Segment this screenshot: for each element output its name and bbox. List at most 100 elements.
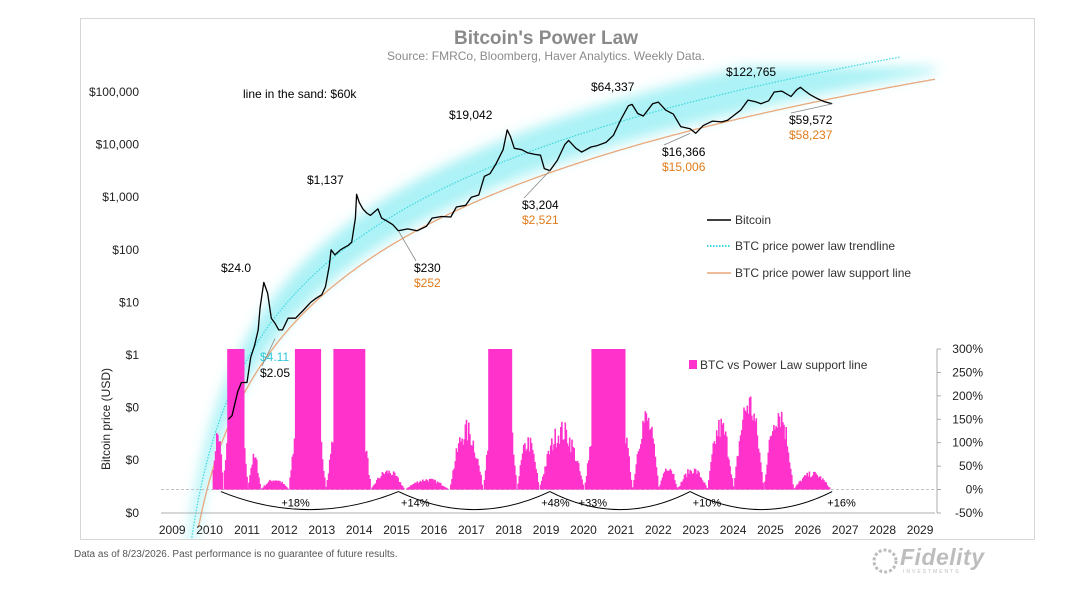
price-annotation: $252	[414, 276, 441, 290]
pct-bar	[818, 476, 821, 490]
pct-bar	[382, 473, 385, 490]
pct-bar	[526, 448, 528, 490]
cycle-pct-label: +14%	[401, 498, 430, 510]
pct-bar	[576, 460, 579, 490]
pct-bar	[512, 454, 515, 490]
pct-bar	[278, 480, 280, 490]
pct-bar	[252, 453, 255, 490]
pct-bar	[324, 477, 326, 490]
pct-bar	[342, 349, 344, 490]
pct-bar	[770, 435, 773, 490]
pct-bar	[621, 349, 624, 490]
pct-bar	[778, 416, 781, 490]
pct-bar	[248, 482, 250, 490]
pct-bar	[521, 453, 524, 490]
pct-bar	[423, 481, 425, 490]
price-annotation: $24.0	[221, 261, 251, 275]
pct-bar	[709, 470, 711, 490]
pct-bar	[281, 481, 283, 490]
pct-bar	[602, 349, 605, 490]
pct-bar	[415, 483, 417, 490]
pct-bar	[568, 437, 571, 490]
pct-bar	[720, 418, 722, 490]
pct-bar	[500, 349, 503, 490]
pct-bar	[731, 478, 734, 490]
pct-bar	[337, 349, 340, 490]
pct-bar	[459, 437, 461, 490]
pct-bar	[289, 477, 291, 490]
pct-bar	[797, 483, 799, 490]
x-tick-label: 2028	[869, 523, 896, 537]
x-tick-label: 2026	[795, 523, 822, 537]
pct-bar	[766, 464, 768, 490]
y-tick-label: $1	[126, 348, 140, 362]
pct-bar	[492, 349, 495, 490]
pct-bar	[362, 349, 365, 490]
pct-bar	[524, 443, 526, 490]
pct-bar	[826, 485, 829, 490]
legend-support-label: BTC price power law support line	[735, 266, 911, 280]
pct-bar	[828, 487, 831, 490]
pct-bar	[678, 486, 680, 490]
pct-bar	[553, 444, 555, 490]
pct-bar	[787, 452, 790, 490]
y-tick-label: $100	[112, 243, 139, 257]
pct-bar	[300, 349, 303, 490]
pct-bar	[680, 482, 682, 490]
pct-bar	[488, 349, 490, 490]
pct-bar	[454, 461, 457, 490]
pct-bar	[389, 473, 392, 490]
pct-bar	[722, 422, 725, 490]
pct-bar	[594, 349, 597, 490]
pct-bar	[691, 474, 694, 490]
pct-bar	[216, 433, 218, 490]
pct-bar	[772, 431, 774, 490]
pct-bar	[455, 448, 458, 490]
pct-bar	[660, 480, 663, 490]
pct-bar	[232, 349, 235, 490]
pct-bar	[690, 471, 693, 490]
pct-bar	[754, 421, 756, 490]
pct-bar	[425, 479, 427, 490]
pct-bar	[218, 441, 220, 490]
pct-bar	[373, 484, 376, 490]
price-annotation: $122,765	[726, 65, 776, 79]
pct-bar	[230, 349, 233, 490]
y-tick-label: $100,000	[89, 85, 139, 99]
pct-bar	[428, 478, 431, 490]
pct-bar	[752, 420, 754, 490]
pct-bar	[571, 439, 573, 490]
pct-bar	[643, 422, 645, 490]
pct-bar	[219, 441, 221, 490]
pct-bar	[242, 349, 245, 490]
pct-bar	[359, 349, 361, 490]
pct-bar	[641, 438, 643, 490]
pct-bar	[453, 468, 455, 490]
pct-bar	[779, 426, 782, 490]
pct-bar	[353, 349, 356, 490]
pct-bar	[465, 419, 468, 490]
pct-bar	[275, 480, 278, 490]
pct-bar	[786, 446, 789, 490]
pct-bar	[713, 441, 716, 490]
pct-bar	[221, 472, 224, 490]
pct-bar	[552, 450, 554, 490]
pct-bar	[575, 461, 578, 490]
pct-bar	[556, 443, 559, 490]
pct-bar	[591, 349, 593, 490]
pct-bar	[306, 349, 308, 490]
pct-bar	[417, 483, 420, 490]
pct-bar	[479, 471, 481, 490]
pct-bar	[478, 465, 480, 490]
price-annotation: $64,337	[591, 80, 635, 94]
x-tick-label: 2020	[570, 523, 597, 537]
pct-bar	[480, 475, 482, 490]
pct-bar	[537, 482, 540, 490]
pct-bar	[397, 477, 399, 490]
pct-bar	[321, 459, 324, 490]
pct-bar	[692, 473, 695, 490]
pct-bar	[792, 484, 794, 490]
pct-bar	[429, 478, 432, 490]
pct-bar	[334, 349, 337, 490]
pct-bar	[258, 477, 260, 490]
